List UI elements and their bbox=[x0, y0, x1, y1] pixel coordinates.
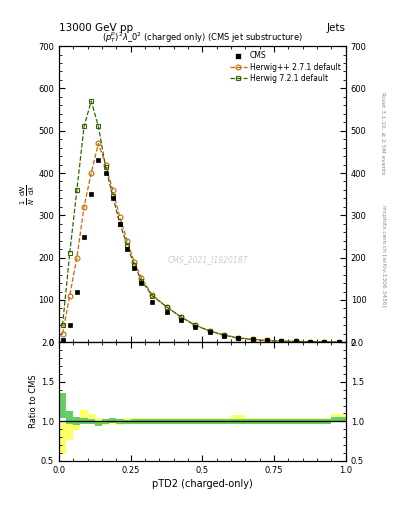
X-axis label: pTD2 (charged-only): pTD2 (charged-only) bbox=[152, 479, 253, 489]
Legend: CMS, Herwig++ 2.7.1 default, Herwig 7.2.1 default: CMS, Herwig++ 2.7.1 default, Herwig 7.2.… bbox=[228, 50, 342, 84]
Text: Jets: Jets bbox=[327, 23, 346, 33]
Text: mcplots.cern.ch [arXiv:1306.3436]: mcplots.cern.ch [arXiv:1306.3436] bbox=[381, 205, 386, 307]
Text: Rivet 3.1.10, ≥ 2.5M events: Rivet 3.1.10, ≥ 2.5M events bbox=[381, 92, 386, 175]
Y-axis label: Ratio to CMS: Ratio to CMS bbox=[29, 375, 38, 429]
Text: 13000 GeV pp: 13000 GeV pp bbox=[59, 23, 133, 33]
Title: $(p_T^p)^2\lambda\_0^2$ (charged only) (CMS jet substructure): $(p_T^p)^2\lambda\_0^2$ (charged only) (… bbox=[102, 30, 303, 45]
Text: CMS_2021_I1920187: CMS_2021_I1920187 bbox=[168, 255, 248, 264]
Y-axis label: $\frac{1}{\mathit{N}}\ \frac{\mathrm{d}N}{\mathrm{d}\lambda}$: $\frac{1}{\mathit{N}}\ \frac{\mathrm{d}N… bbox=[18, 184, 37, 205]
